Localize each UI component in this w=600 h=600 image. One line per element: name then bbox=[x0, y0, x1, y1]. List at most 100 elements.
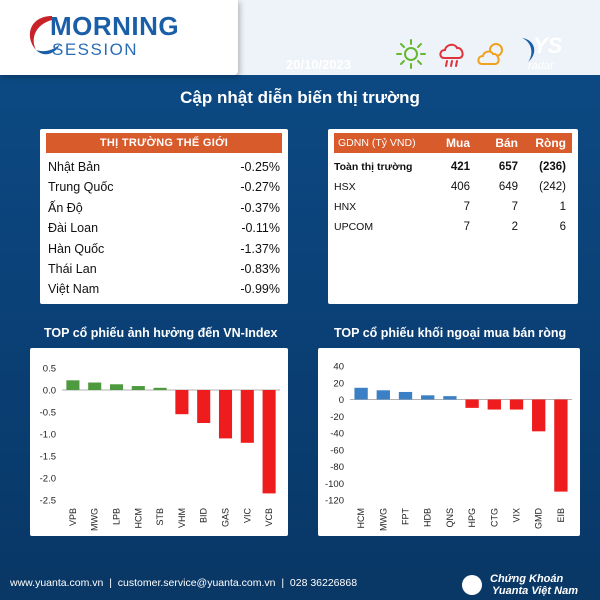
logo-swoosh-icon bbox=[29, 16, 60, 55]
vnindex-impact-chart: 0.5 0.0 -0.5 -1.0 -1.5 -2.0 -2.5 VPB MWG LPB HCM ST… bbox=[40, 364, 280, 531]
world-market-row: Thái Lan -0.83% bbox=[40, 259, 288, 279]
chart-panel-vnindex: 0.5 0.0 -0.5 -1.0 -1.5 -2.0 -2.5 VPB MWG LPB HCM ST… bbox=[30, 348, 288, 536]
y-tick-label: -1.0 bbox=[40, 430, 56, 441]
world-market-row: Ấn Độ -0.37% bbox=[40, 198, 288, 218]
bar-vpb bbox=[66, 380, 80, 390]
bar-vcb bbox=[262, 390, 276, 494]
bar-fpt bbox=[398, 391, 413, 400]
sell-value: 657 bbox=[498, 161, 518, 173]
partly-cloudy-icon bbox=[477, 43, 503, 65]
bar-qns bbox=[443, 396, 457, 400]
world-market-row: Nhật Bản -0.25% bbox=[40, 157, 288, 177]
world-market-name: Trung Quốc bbox=[48, 180, 114, 195]
foreign-trading-header: GDNN (Tỷ VND) Mua Bán Ròng bbox=[334, 133, 572, 153]
brand-title: MORNING bbox=[50, 11, 180, 41]
world-market-change: -0.83% bbox=[240, 261, 280, 276]
bar-vic bbox=[240, 390, 254, 443]
world-market-change: -0.37% bbox=[240, 200, 280, 215]
header-net: Ròng bbox=[535, 136, 566, 150]
chart-panel-foreign: 40 20 0 -20 -40 -60 -80 -100 -120 HCM MWG FPT HDB QNS… bbox=[318, 348, 580, 536]
bar-bid bbox=[197, 390, 211, 423]
footer: www.yuanta.com.vn | customer.service@yua… bbox=[0, 568, 600, 600]
world-market-change: -0.99% bbox=[240, 282, 280, 297]
y-tick-label: -80 bbox=[330, 462, 344, 473]
buy-value: 406 bbox=[450, 181, 470, 193]
bar-vix bbox=[509, 399, 524, 410]
bar-hdb bbox=[421, 395, 435, 400]
y-tick-label: 20 bbox=[333, 378, 344, 389]
radar-brand: YS bbox=[533, 33, 563, 58]
world-market-name: Đài Loan bbox=[48, 221, 99, 236]
foreign-trading-row: UPCOM 7 2 6 bbox=[334, 217, 572, 237]
world-market-name: Thái Lan bbox=[48, 261, 97, 276]
buy-value: 421 bbox=[450, 161, 470, 173]
world-markets-title: THỊ TRƯỜNG THẾ GIỚI bbox=[46, 133, 282, 153]
net-value: 6 bbox=[559, 221, 566, 233]
exchange-name: HNX bbox=[334, 201, 357, 213]
headline: Cập nhật diễn biến thị trường bbox=[180, 88, 420, 107]
world-market-row: Việt Nam -0.99% bbox=[40, 279, 288, 299]
y-tick-label: 0.5 bbox=[43, 364, 56, 375]
bar-vhm bbox=[175, 390, 189, 415]
bar-hcm bbox=[354, 387, 368, 400]
bar-eib bbox=[554, 399, 568, 492]
header-buy: Mua bbox=[446, 136, 470, 150]
world-market-change: -1.37% bbox=[240, 241, 280, 256]
y-tick-label: -2.5 bbox=[40, 496, 56, 507]
x-tick-label: BID bbox=[199, 508, 209, 524]
y-tick-label: -0.5 bbox=[40, 408, 56, 419]
x-tick-label: MWG bbox=[90, 508, 100, 531]
world-market-name: Việt Nam bbox=[48, 282, 100, 297]
x-tick-label: FPT bbox=[401, 507, 411, 525]
footer-brand-line1: Chứng Khoán bbox=[490, 573, 564, 585]
bar-gas bbox=[218, 390, 233, 439]
chart-title-vnindex: TOP cổ phiếu ảnh hưởng đến VN-Index bbox=[44, 326, 278, 340]
exchange-name: UPCOM bbox=[334, 221, 374, 233]
x-tick-label: GAS bbox=[221, 508, 231, 527]
x-tick-label: HPG bbox=[467, 508, 477, 528]
x-tick-label: HCM bbox=[356, 508, 366, 529]
sun-icon bbox=[396, 39, 426, 69]
sell-value: 2 bbox=[511, 221, 518, 233]
y-tick-label: -2.0 bbox=[40, 474, 56, 485]
bar-gmd bbox=[532, 399, 546, 432]
exchange-name: Toàn thị trường bbox=[334, 161, 413, 173]
brand-logo: MORNING SESSION bbox=[0, 0, 238, 75]
x-tick-label: VCB bbox=[264, 508, 274, 527]
world-market-change: -0.27% bbox=[240, 180, 280, 195]
buy-value: 7 bbox=[463, 201, 470, 213]
x-tick-label: LPB bbox=[112, 508, 122, 525]
world-market-row: Đài Loan -0.11% bbox=[40, 218, 288, 238]
y-tick-label: -40 bbox=[330, 429, 344, 440]
chart-title-foreign: TOP cổ phiếu khối ngoại mua bán ròng bbox=[334, 326, 567, 340]
report-date: 20/10/2023 bbox=[286, 57, 352, 72]
bar-lpb bbox=[109, 384, 124, 390]
world-market-change: -0.11% bbox=[241, 221, 280, 236]
y-tick-label: -120 bbox=[325, 496, 344, 507]
world-market-change: -0.25% bbox=[240, 160, 280, 174]
y-tick-label: -1.5 bbox=[40, 452, 56, 463]
foreign-trading-panel: GDNN (Tỷ VND) Mua Bán Ròng Toàn thị trườ… bbox=[328, 129, 578, 304]
yuanta-logo-icon bbox=[462, 575, 482, 595]
buy-value: 7 bbox=[463, 221, 470, 233]
y-tick-label: 0 bbox=[339, 395, 344, 406]
world-market-row: Trung Quốc -0.27% bbox=[40, 177, 288, 197]
foreign-trading-row: Toàn thị trường 421 657 (236) bbox=[334, 157, 572, 177]
sell-value: 7 bbox=[511, 201, 518, 213]
x-tick-label: HCM bbox=[133, 508, 143, 529]
x-tick-label: GMD bbox=[534, 508, 544, 529]
world-market-name: Hàn Quốc bbox=[48, 241, 105, 256]
x-tick-label: EIB bbox=[556, 508, 566, 523]
y-tick-label: -100 bbox=[325, 479, 344, 490]
x-tick-label: VPB bbox=[68, 508, 78, 526]
foreign-trading-row: HNX 7 7 1 bbox=[334, 197, 572, 217]
header-sell: Bán bbox=[495, 136, 518, 150]
bar-ctg bbox=[487, 399, 501, 410]
x-tick-label: VIX bbox=[512, 508, 522, 523]
y-tick-label: 0.0 bbox=[43, 386, 56, 397]
sell-value: 649 bbox=[498, 181, 518, 193]
exchange-name: HSX bbox=[334, 181, 356, 193]
bar-stb bbox=[153, 387, 167, 390]
world-market-name: Nhật Bản bbox=[48, 160, 101, 174]
